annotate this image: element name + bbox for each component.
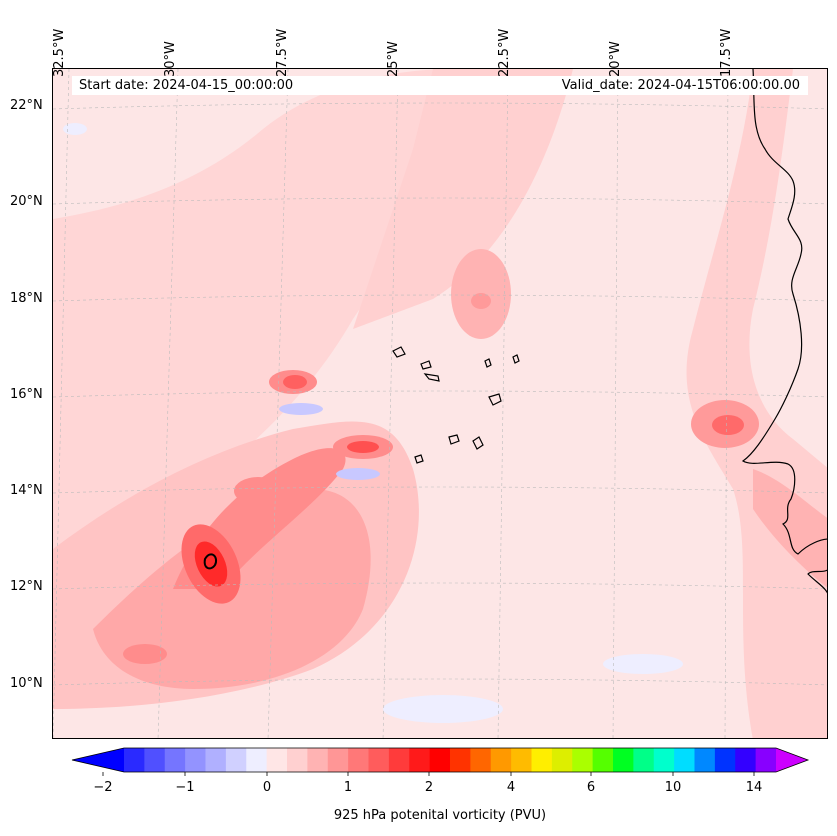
colorbar-segment (185, 748, 206, 772)
colorbar-segment (694, 748, 716, 772)
lat-label: 20°N (10, 194, 43, 209)
neg-pv-1 (279, 403, 323, 415)
pv-coastal-band (686, 69, 827, 738)
island-7 (414, 454, 424, 464)
colorbar-segment (490, 748, 512, 772)
colorbar-segment (613, 748, 634, 772)
pv-coast-south (753, 469, 827, 588)
neg-pv-4 (603, 654, 683, 674)
graticule (53, 69, 827, 738)
colorbar-tick-label: 4 (506, 780, 516, 795)
colorbar-segment (144, 748, 166, 772)
colorbar-segment (633, 748, 655, 772)
colorbar-segment (246, 748, 268, 772)
lat-label: 10°N (10, 676, 43, 691)
lat-label: 16°N (10, 387, 43, 402)
colorbar-segment (348, 748, 369, 772)
pv-coastal-core (712, 415, 744, 435)
map-panel (52, 68, 828, 739)
island-1 (392, 346, 406, 358)
colorbar-segment (225, 748, 247, 772)
colorbar-tick-label: 1 (343, 780, 353, 795)
neg-pv-3 (383, 695, 503, 723)
island-4 (488, 393, 502, 406)
pv-blob-3 (234, 477, 282, 505)
pv-blob-4 (123, 644, 167, 664)
colorbar-label: 925 hPa potenital vorticity (PVU) (333, 808, 547, 823)
colorbar-outline (71, 747, 810, 773)
colorbar-tick-label: 14 (745, 780, 763, 795)
lat-label: 14°N (10, 483, 43, 498)
colorbar-segment (388, 748, 410, 772)
colorbar-segment (429, 748, 451, 772)
colorbar-segment (531, 748, 553, 772)
colorbar-tick-label: −2 (93, 780, 113, 795)
colorbar-segment (450, 748, 471, 772)
neg-pv-2 (336, 468, 380, 480)
colorbar-segment (164, 748, 186, 772)
lat-label: 12°N (10, 579, 43, 594)
colorbar-segment (205, 748, 227, 772)
colorbar-segment (124, 748, 145, 772)
pv-max-core (194, 541, 228, 587)
coastlines (203, 69, 827, 594)
colorbar-segment (592, 748, 614, 772)
colorbar-segment (266, 748, 288, 772)
colorbar-tick-label: 0 (262, 780, 272, 795)
lon-label: 30°W (163, 41, 178, 77)
colorbar-segment (511, 748, 532, 772)
colorbar-segment (572, 748, 594, 772)
colorbar-tick-label: 6 (586, 780, 596, 795)
colorbar (71, 747, 810, 776)
island-8 (203, 553, 217, 570)
island-6 (472, 436, 484, 450)
colorbar-segment (735, 748, 757, 772)
colorbar-tick-label: −1 (175, 780, 195, 795)
lon-label: 17.5°W (719, 28, 734, 77)
colorbar-extend-min (72, 748, 124, 772)
lon-label: 22.5°W (497, 28, 512, 77)
lon-label: 32.5°W (52, 28, 67, 77)
pv-blob-2-core (347, 441, 379, 453)
colorbar-segment (714, 748, 736, 772)
colorbar-segment (470, 748, 492, 772)
pv-blob-5-core (471, 293, 491, 309)
lon-label: 20°W (608, 41, 623, 77)
header-background (72, 76, 808, 95)
colorbar-segment (653, 748, 675, 772)
potential-vorticity-field (53, 69, 827, 738)
colorbar-segment (674, 748, 695, 772)
valid-date-label: Valid_date: 2024-04-15T06:00:00.00 (561, 78, 800, 93)
island-5 (448, 434, 460, 445)
colorbar-segment (327, 748, 349, 772)
island-2 (420, 360, 432, 370)
colorbar-segment (755, 748, 777, 772)
island-10 (512, 354, 520, 364)
colorbar-segment (409, 748, 431, 772)
colorbar-segment (287, 748, 308, 772)
colorbar-tick-label: 2 (424, 780, 434, 795)
lat-label: 18°N (10, 291, 43, 306)
lon-label: 27.5°W (275, 28, 290, 77)
africa-coastline (741, 69, 827, 594)
pv-band-center (353, 69, 573, 329)
colorbar-tick-label: 10 (664, 780, 682, 795)
colorbar-segment (368, 748, 390, 772)
neg-pv-5 (63, 123, 87, 135)
island-3 (423, 373, 440, 382)
island-9 (484, 358, 492, 368)
lon-label: 25°W (386, 41, 401, 77)
lat-label: 22°N (10, 98, 43, 113)
pv-blob-1-core (283, 375, 307, 389)
colorbar-segment (307, 748, 329, 772)
start-date-label: Start date: 2024-04-15_00:00:00 (79, 78, 294, 93)
colorbar-extend-max (776, 748, 808, 772)
colorbar-segment (551, 748, 573, 772)
